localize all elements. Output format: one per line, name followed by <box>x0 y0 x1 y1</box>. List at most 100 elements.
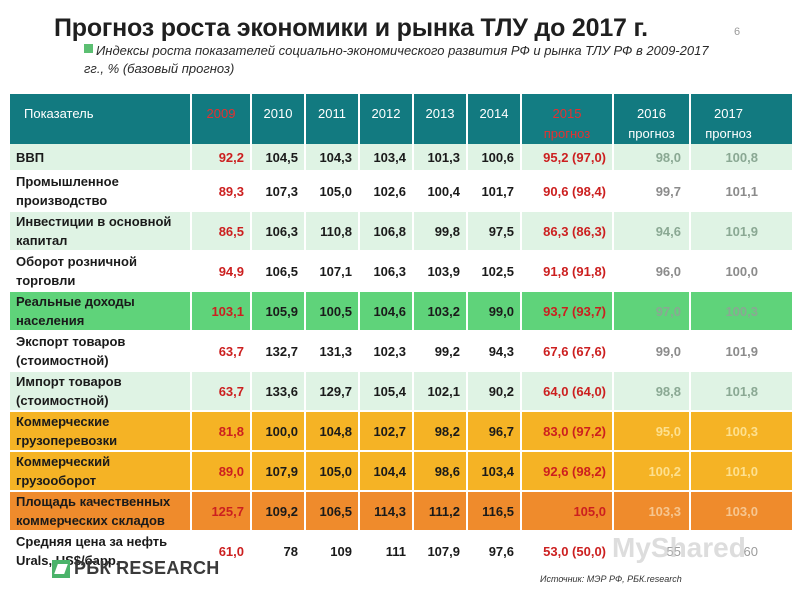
forecast-table: Показатель 2009 2010 2011 2012 2013 2014… <box>10 94 792 572</box>
cell-2010: 78 <box>250 532 304 570</box>
cell-2017: 101,9 <box>689 212 766 250</box>
cell-2015: 64,0 (64,0) <box>520 372 612 410</box>
source-note: Источник: МЭР РФ, РБК.research <box>540 574 682 584</box>
header-2017-note: прогноз <box>705 126 752 141</box>
row-label: Экспорт товаров (стоимостной) <box>16 334 126 368</box>
logo-text: РБК RESEARCH <box>74 558 220 578</box>
row-label: Коммерческий грузооборот <box>16 454 111 488</box>
cell-2016: 95,0 <box>612 412 689 450</box>
cell-2010: 107,9 <box>250 452 304 490</box>
cell-2013: 99,2 <box>412 332 466 370</box>
table-row: Средняя цена за нефть Urals, US$/барр. 61… <box>10 532 792 572</box>
cell-2016: 55 <box>612 532 689 570</box>
cell-2017: 100,3 <box>689 292 766 330</box>
header-2016: 2016 прогноз <box>612 94 689 144</box>
cell-2015: 67,6 (67,6) <box>520 332 612 370</box>
cell-2017: 100,8 <box>689 144 766 170</box>
table-row: Коммерческие грузоперевозки 81,8 100,0 104,… <box>10 412 792 452</box>
cell-2015: 90,6 (98,4) <box>520 172 612 210</box>
cell-2013: 107,9 <box>412 532 466 570</box>
cell-2010: 132,7 <box>250 332 304 370</box>
cell-2009: 63,7 <box>190 372 250 410</box>
table-row: Экспорт товаров (стоимостной) 63,7 132,7 13… <box>10 332 792 372</box>
cell-2017: 60 <box>689 532 766 570</box>
cell-2009: 103,1 <box>190 292 250 330</box>
slide-number: 6 <box>734 26 741 38</box>
cell-2016: 94,6 <box>612 212 689 250</box>
table-body: ВВП 92,2 104,5 104,3 103,4 101,3 100,6 95,2 (97… <box>10 144 792 572</box>
header-2015: 2015 прогноз <box>520 94 612 144</box>
cell-2010: 109,2 <box>250 492 304 530</box>
cell-2017: 100,3 <box>689 412 766 450</box>
cell-2012: 104,6 <box>358 292 412 330</box>
header-2012: 2012 <box>358 94 412 144</box>
cell-2015: 91,8 (91,8) <box>520 252 612 290</box>
cell-2014: 97,6 <box>466 532 520 570</box>
table-row: Коммерческий грузооборот 89,0 107,9 105,0 10… <box>10 452 792 492</box>
cell-2017: 101,1 <box>689 172 766 210</box>
cell-2016: 99,0 <box>612 332 689 370</box>
cell-2009: 61,0 <box>190 532 250 570</box>
header-2014: 2014 <box>466 94 520 144</box>
cell-2016: 100,2 <box>612 452 689 490</box>
cell-2012: 102,6 <box>358 172 412 210</box>
cell-2011: 105,0 <box>304 452 358 490</box>
row-label: Реальные доходы населения <box>16 294 135 328</box>
header-2011: 2011 <box>304 94 358 144</box>
table-header: Показатель 2009 2010 2011 2012 2013 2014… <box>10 94 792 144</box>
cell-2015: 53,0 (50,0) <box>520 532 612 570</box>
header-2016-note: прогноз <box>628 126 675 141</box>
cell-2011: 106,5 <box>304 492 358 530</box>
subtitle: Индексы роста показателей социально-экон… <box>84 43 709 76</box>
cell-2009: 125,7 <box>190 492 250 530</box>
cell-2013: 101,3 <box>412 144 466 170</box>
cell-2013: 111,2 <box>412 492 466 530</box>
cell-2010: 106,5 <box>250 252 304 290</box>
table-row: Промышленное производство 89,3 107,3 105,0 1… <box>10 172 792 212</box>
cell-2009: 86,5 <box>190 212 250 250</box>
cell-2009: 92,2 <box>190 144 250 170</box>
cell-2013: 100,4 <box>412 172 466 210</box>
cell-2013: 102,1 <box>412 372 466 410</box>
cell-2012: 102,7 <box>358 412 412 450</box>
cell-2010: 104,5 <box>250 144 304 170</box>
cell-2017: 101,9 <box>689 332 766 370</box>
cell-2013: 99,8 <box>412 212 466 250</box>
cell-2011: 107,1 <box>304 252 358 290</box>
cell-2011: 110,8 <box>304 212 358 250</box>
row-label: Импорт товаров (стоимостной) <box>16 374 122 408</box>
cell-2017: 100,0 <box>689 252 766 290</box>
cell-2011: 105,0 <box>304 172 358 210</box>
cell-2017: 101,0 <box>689 452 766 490</box>
cell-2016: 96,0 <box>612 252 689 290</box>
cell-2013: 98,2 <box>412 412 466 450</box>
header-2017: 2017 прогноз <box>689 94 766 144</box>
cell-2009: 89,3 <box>190 172 250 210</box>
cell-2014: 90,2 <box>466 372 520 410</box>
cell-2014: 101,7 <box>466 172 520 210</box>
cell-2014: 116,5 <box>466 492 520 530</box>
cell-2011: 131,3 <box>304 332 358 370</box>
page-title: Прогноз роста экономики и рынка ТЛУ до 2… <box>54 14 648 42</box>
row-label: Промышленное производство <box>16 174 119 208</box>
header-2010: 2010 <box>250 94 304 144</box>
cell-2011: 109 <box>304 532 358 570</box>
cell-2011: 104,3 <box>304 144 358 170</box>
header-label: Показатель <box>24 106 94 121</box>
table-row: Оборот розничной торговли 94,9 106,5 107,1 1… <box>10 252 792 292</box>
cell-2009: 81,8 <box>190 412 250 450</box>
cell-2015: 95,2 (97,0) <box>520 144 612 170</box>
cell-2015: 86,3 (86,3) <box>520 212 612 250</box>
cell-2014: 100,6 <box>466 144 520 170</box>
cell-2011: 129,7 <box>304 372 358 410</box>
logo-icon <box>52 559 70 578</box>
cell-2009: 89,0 <box>190 452 250 490</box>
cell-2016: 97,0 <box>612 292 689 330</box>
row-label: Инвестиции в основной капитал <box>16 214 172 248</box>
cell-2014: 103,4 <box>466 452 520 490</box>
table-row: Площадь качественных коммерческих складо… <box>10 492 792 532</box>
cell-2014: 96,7 <box>466 412 520 450</box>
bullet-square-icon <box>84 44 93 53</box>
cell-2017: 101,8 <box>689 372 766 410</box>
cell-2014: 97,5 <box>466 212 520 250</box>
